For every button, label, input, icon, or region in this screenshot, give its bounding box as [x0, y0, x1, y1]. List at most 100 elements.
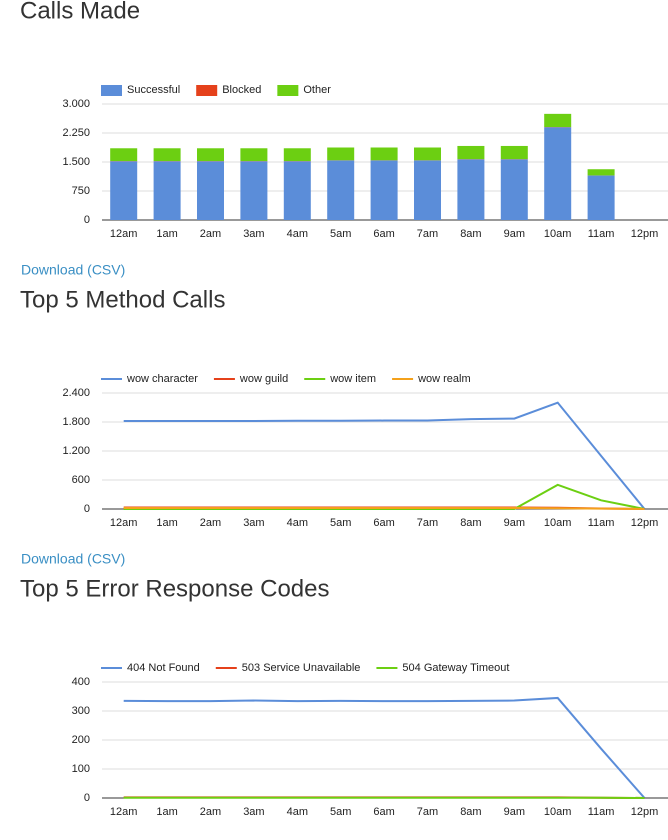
series-line: [123, 507, 645, 510]
x-tick-label: 12pm: [631, 517, 659, 529]
x-tick-label: 9am: [504, 228, 525, 240]
y-tick-label: 0: [84, 503, 90, 515]
bar-segment: [544, 113, 572, 128]
x-tick-label: 12pm: [631, 806, 659, 818]
bar-segment: [283, 161, 311, 220]
bar-segment: [370, 160, 398, 220]
legend-label: Blocked: [222, 84, 261, 96]
y-tick-label: 1.200: [62, 445, 90, 457]
bar-segment: [457, 159, 485, 220]
x-tick-label: 1am: [156, 517, 177, 529]
legend-label: wow character: [126, 373, 198, 385]
chart-title: Calls Made: [20, 0, 140, 24]
download-link[interactable]: Download (CSV): [21, 551, 125, 567]
y-tick-label: 2.250: [62, 127, 90, 139]
x-tick-label: 5am: [330, 517, 351, 529]
bar-segment: [370, 147, 398, 161]
bar-segment: [283, 148, 311, 162]
download-link[interactable]: Download (CSV): [21, 262, 125, 278]
legend-label: 504 Gateway Timeout: [402, 662, 509, 674]
x-tick-label: 3am: [243, 228, 264, 240]
x-tick-label: 10am: [544, 806, 572, 818]
x-tick-label: 1am: [156, 228, 177, 240]
y-tick-label: 1.800: [62, 416, 90, 428]
bar-segment: [240, 148, 268, 162]
bar-segment: [414, 147, 441, 161]
x-tick-label: 6am: [373, 228, 394, 240]
y-tick-label: 300: [72, 705, 90, 717]
x-tick-label: 4am: [287, 517, 308, 529]
x-tick-label: 3am: [243, 806, 264, 818]
legend-label: Other: [303, 84, 331, 96]
x-tick-label: 12am: [110, 806, 138, 818]
legend-label: 503 Service Unavailable: [242, 662, 361, 674]
y-tick-label: 200: [72, 734, 90, 746]
y-tick-label: 1.500: [62, 156, 90, 168]
x-tick-label: 6am: [373, 517, 394, 529]
bar-segment: [544, 127, 572, 220]
chart-title: Top 5 Method Calls: [20, 286, 225, 313]
y-tick-label: 600: [72, 474, 90, 486]
legend-swatch: [277, 85, 299, 96]
y-tick-label: 400: [72, 676, 90, 688]
y-tick-label: 0: [84, 792, 90, 804]
x-tick-label: 8am: [460, 517, 481, 529]
bar-segment: [457, 145, 485, 160]
bar-segment: [110, 161, 138, 220]
x-tick-label: 12pm: [631, 228, 659, 240]
legend-label: wow realm: [417, 373, 471, 385]
x-tick-label: 9am: [504, 517, 525, 529]
x-tick-label: 10am: [544, 228, 572, 240]
y-tick-label: 3.000: [62, 98, 90, 110]
bar-segment: [327, 147, 355, 161]
x-tick-label: 4am: [287, 806, 308, 818]
x-tick-label: 4am: [287, 228, 308, 240]
bar-segment: [197, 161, 224, 220]
bar-segment: [110, 148, 138, 162]
x-tick-label: 12am: [110, 228, 138, 240]
x-tick-label: 2am: [200, 517, 221, 529]
y-tick-label: 2.400: [62, 387, 90, 399]
x-tick-label: 11am: [588, 806, 615, 818]
legend-label: 404 Not Found: [127, 662, 200, 674]
x-tick-label: 9am: [504, 806, 525, 818]
series-line: [123, 483, 645, 510]
bar-segment: [327, 160, 355, 220]
x-tick-label: 2am: [200, 228, 221, 240]
legend-label: wow item: [329, 373, 376, 385]
chart-title: Top 5 Error Response Codes: [20, 575, 330, 602]
y-tick-label: 750: [72, 185, 90, 197]
bar-segment: [587, 169, 615, 176]
x-tick-label: 8am: [460, 228, 481, 240]
bar-segment: [500, 159, 528, 220]
bar-segment: [240, 161, 268, 220]
x-tick-label: 5am: [330, 228, 351, 240]
x-tick-label: 7am: [417, 228, 438, 240]
x-tick-label: 10am: [544, 517, 572, 529]
x-tick-label: 7am: [417, 517, 438, 529]
x-tick-label: 3am: [243, 517, 264, 529]
y-tick-label: 0: [84, 214, 90, 226]
legend-swatch: [101, 85, 122, 96]
bar-segment: [414, 160, 441, 220]
bar-segment: [153, 148, 181, 162]
x-tick-label: 12am: [110, 517, 138, 529]
bar-segment: [197, 148, 224, 162]
x-tick-label: 1am: [156, 806, 177, 818]
series-line: [123, 696, 646, 799]
bar-segment: [153, 161, 181, 220]
bar-segment: [500, 145, 528, 160]
series-line: [123, 401, 646, 510]
bar-segment: [587, 175, 615, 220]
x-tick-label: 11am: [588, 517, 615, 529]
legend-swatch: [196, 85, 218, 96]
x-tick-label: 6am: [373, 806, 394, 818]
x-tick-label: 5am: [330, 806, 351, 818]
x-tick-label: 11am: [588, 228, 615, 240]
legend-label: wow guild: [239, 373, 288, 385]
legend-label: Successful: [127, 84, 180, 96]
x-tick-label: 2am: [200, 806, 221, 818]
x-tick-label: 8am: [460, 806, 481, 818]
